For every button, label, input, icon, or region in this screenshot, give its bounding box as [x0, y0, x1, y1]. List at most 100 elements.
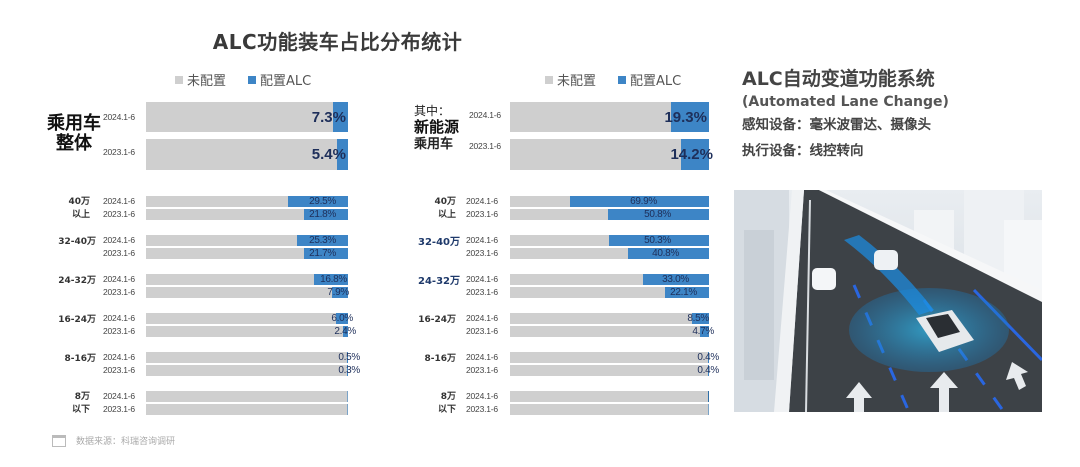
period-label: 2023.1-6	[466, 287, 498, 297]
bar-value: 5.4%	[311, 146, 346, 163]
period-label: 2024.1-6	[103, 196, 135, 206]
bar-fill	[304, 248, 348, 259]
alc-illustration	[734, 190, 1042, 412]
period-label: 2023.1-6	[103, 287, 135, 297]
bar-fill	[335, 313, 348, 324]
period-label: 2023.1-6	[103, 365, 135, 375]
period-label: 2024.1-6	[103, 274, 135, 284]
bar-value: 7.9%	[327, 287, 349, 298]
bar-overall-2023: 5.4%	[146, 139, 348, 170]
bar-value: 0.5%	[338, 352, 360, 363]
overall-label-left: 乘用车 整体	[44, 114, 104, 154]
legend-label: 未配置	[557, 74, 597, 89]
period-label: 2024.1-6	[103, 391, 135, 401]
bar-fill	[680, 139, 709, 170]
category-label: 8-16万	[40, 353, 96, 366]
period-label: 2024.1-6	[466, 313, 498, 323]
category-label: 16-24万	[400, 314, 456, 327]
category-line: 40万	[434, 197, 456, 207]
car-icon	[812, 268, 836, 290]
legend-left: 未配置 配置ALC	[175, 70, 311, 89]
category-label: 24-32万	[400, 275, 460, 288]
bar-fill	[347, 391, 348, 402]
category-label: 32-40万	[400, 236, 460, 249]
bar-fill	[347, 404, 348, 415]
legend-item-configured: 配置ALC	[248, 70, 311, 89]
period-label: 2023.1-6	[466, 209, 498, 219]
info-sensing: 感知设备：毫米波雷达、摄像头	[742, 117, 931, 133]
period-label: 2024.1-6	[103, 235, 135, 245]
bar-fill	[314, 274, 348, 285]
category-line: 8-16万	[64, 354, 96, 364]
bar-value: 7.3%	[311, 108, 346, 126]
bar-40w-2023: 21.8%	[146, 209, 348, 220]
category-line: 32-40万	[58, 237, 96, 247]
period-label: 2023.1-6	[466, 248, 498, 258]
period-label: 2024.1-6	[103, 313, 135, 323]
overall-label-line: 乘用车	[47, 113, 101, 134]
bar-nev-32-40w-2023: 40.8%	[510, 248, 709, 259]
bar-fill	[569, 196, 709, 207]
bar-value: 0.4%	[697, 365, 719, 376]
bar-value: 16.8%	[320, 274, 347, 285]
category-line: 8万	[440, 392, 456, 402]
period-label: 2024.1-6	[466, 391, 498, 401]
bar-nev-16-24w-2023: 4.7%	[510, 326, 714, 337]
overall-label-line: 整体	[56, 133, 92, 154]
bar-value: 4.7%	[692, 326, 714, 337]
bar-nev-40w-2023: 50.8%	[510, 209, 709, 220]
bar-40w-2024: 29.5%	[146, 196, 348, 207]
legend-right: 未配置 配置ALC	[545, 70, 681, 89]
source-footer: 数据来源：科瑞咨询调研	[52, 434, 175, 447]
legend-item-not-configured: 未配置	[175, 70, 226, 89]
category-line: 40万	[68, 197, 90, 207]
overall-label-nev: 新能源	[414, 118, 460, 136]
category-line: 16-24万	[58, 315, 96, 325]
bar-value: 0.3%	[338, 365, 360, 376]
bar-fill	[607, 209, 709, 220]
bar-fill	[708, 352, 709, 363]
bar-fill	[708, 365, 709, 376]
bar-fill	[347, 365, 348, 376]
bar-fill	[708, 391, 709, 402]
bar-value: 21.8%	[309, 209, 336, 220]
bar-nev-8-16w-2024: 0.4%	[510, 352, 719, 363]
category-label: 32-40万	[40, 236, 96, 249]
bar-fill	[347, 352, 348, 363]
bar-8w-below-2024	[146, 391, 348, 402]
legend-label: 未配置	[187, 74, 227, 89]
period-label: 2024.1-6	[103, 352, 135, 362]
bar-nev-8w-below-2023	[510, 404, 709, 415]
legend-swatch-blue-icon	[618, 75, 627, 84]
bar-16-24w-2024: 6.0%	[146, 313, 353, 324]
bar-nev-overall-2023: 14.2%	[510, 139, 713, 170]
bar-16-24w-2023: 2.4%	[146, 326, 356, 337]
bar-overall-2024: 7.3%	[146, 102, 348, 132]
bar-value: 19.3%	[664, 108, 707, 126]
bar-32-40w-2023: 21.7%	[146, 248, 348, 259]
period-label: 2023.1-6	[103, 248, 135, 258]
bar-value: 14.2%	[670, 146, 713, 163]
bar-value: 6.0%	[331, 313, 353, 324]
bar-8w-below-2023	[146, 404, 348, 415]
bar-fill	[692, 313, 709, 324]
bar-value: 40.8%	[652, 248, 679, 259]
bar-nev-32-40w-2024: 50.3%	[510, 235, 709, 246]
bar-fill	[670, 102, 709, 132]
category-line: 24-32万	[418, 276, 460, 287]
bar-nev-40w-2024: 69.9%	[510, 196, 709, 207]
category-line: 8-16万	[424, 354, 456, 364]
period-label: 2023.1-6	[466, 326, 498, 336]
period-label: 2023.1-6	[466, 404, 498, 414]
bar-nev-24-32w-2023: 22.1%	[510, 287, 709, 298]
bar-fill	[296, 235, 348, 246]
bar-fill	[332, 287, 348, 298]
bar-value: 33.0%	[662, 274, 689, 285]
bar-nev-24-32w-2024: 33.0%	[510, 274, 709, 285]
bar-value: 50.3%	[644, 235, 671, 246]
info-heading: ALC自动变道功能系统	[742, 68, 935, 90]
bar-value: 2.4%	[334, 326, 356, 337]
bar-fill	[337, 139, 348, 170]
category-line: 32-40万	[418, 237, 460, 248]
bar-fill	[333, 102, 348, 132]
